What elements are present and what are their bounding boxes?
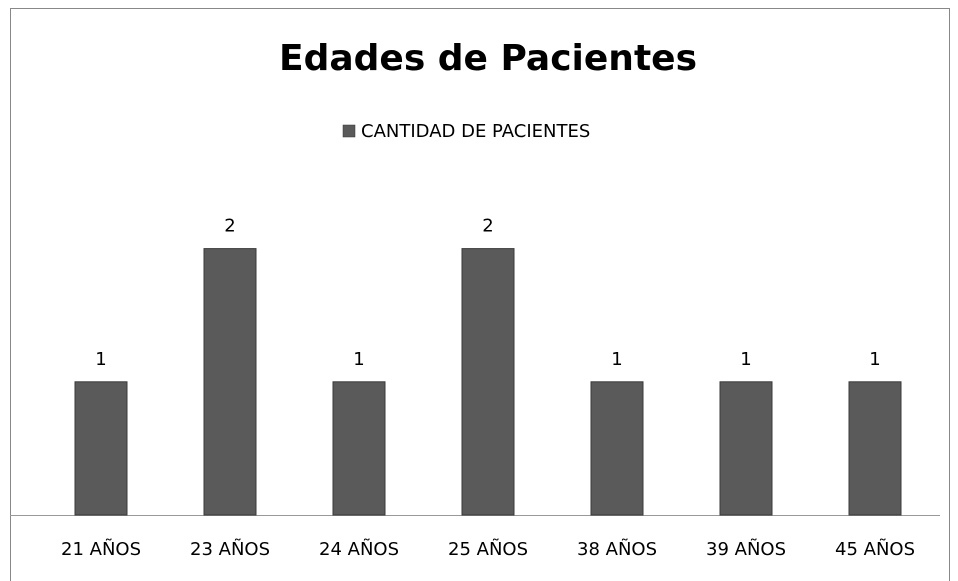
x-tick-label: 21 AÑOS (61, 538, 141, 560)
data-label: 2 (224, 216, 235, 237)
data-label: 1 (611, 349, 622, 370)
bar (332, 381, 386, 516)
x-tick-label: 38 AÑOS (577, 538, 657, 560)
legend-label: CANTIDAD DE PACIENTES (361, 121, 590, 142)
legend-swatch (342, 124, 356, 138)
x-tick-label: 24 AÑOS (319, 538, 399, 560)
data-label: 1 (740, 349, 751, 370)
x-tick-label: 45 AÑOS (835, 538, 915, 560)
data-label: 1 (95, 349, 106, 370)
bar (590, 381, 644, 516)
data-label: 1 (869, 349, 880, 370)
bar (461, 248, 515, 516)
bar (203, 248, 257, 516)
bar (848, 381, 902, 516)
bar (719, 381, 773, 516)
x-tick-label: 25 AÑOS (448, 538, 528, 560)
data-label: 2 (482, 216, 493, 237)
chart-title: Edades de Pacientes (279, 38, 697, 79)
bar (74, 381, 128, 516)
x-tick-label: 23 AÑOS (190, 538, 270, 560)
x-tick-label: 39 AÑOS (706, 538, 786, 560)
data-label: 1 (353, 349, 364, 370)
